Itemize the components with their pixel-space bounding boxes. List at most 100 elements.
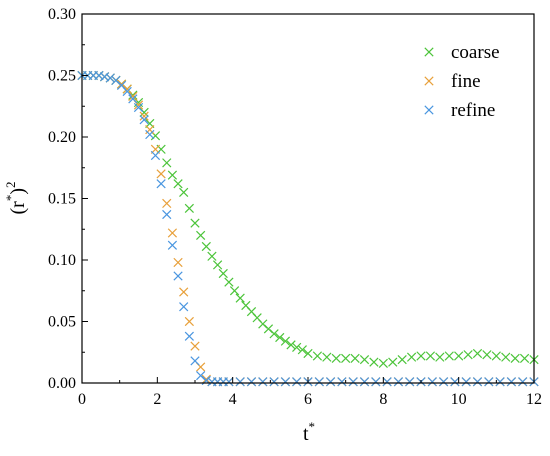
data-point-coarse bbox=[235, 293, 245, 303]
series-refine bbox=[77, 70, 539, 387]
data-point-fine bbox=[184, 316, 194, 327]
data-point-coarse bbox=[162, 158, 172, 168]
data-point-coarse bbox=[378, 358, 388, 368]
legend-label: fine bbox=[451, 71, 481, 92]
data-point-coarse bbox=[359, 355, 370, 365]
data-point-refine bbox=[139, 115, 149, 125]
y-axis: 0.00 0.05 0.10 0.15 0.20 0.25 0.30 bbox=[48, 6, 88, 392]
data-point-coarse bbox=[201, 241, 211, 252]
data-point-refine bbox=[405, 377, 415, 387]
data-point-coarse bbox=[519, 353, 530, 364]
legend-marker bbox=[424, 47, 434, 57]
data-point-refine bbox=[94, 70, 104, 81]
data-point-coarse bbox=[341, 353, 351, 364]
data-point-coarse bbox=[292, 342, 302, 352]
data-point-refine bbox=[145, 129, 155, 140]
data-point-refine bbox=[495, 377, 505, 387]
legend-label: refine bbox=[451, 100, 495, 121]
data-point-coarse bbox=[207, 251, 217, 261]
data-point-refine bbox=[472, 377, 483, 387]
x-tick-label: 12 bbox=[526, 391, 542, 408]
data-point-coarse bbox=[331, 353, 341, 364]
data-point-coarse bbox=[179, 187, 189, 197]
data-point-fine bbox=[156, 169, 166, 179]
data-point-refine bbox=[461, 377, 471, 387]
data-point-fine bbox=[179, 287, 189, 297]
data-point-coarse bbox=[388, 357, 398, 367]
data-point-coarse bbox=[224, 277, 234, 287]
data-point-coarse bbox=[322, 352, 332, 362]
data-point-fine bbox=[173, 257, 183, 268]
legend-item-refine: refine bbox=[424, 100, 495, 121]
data-point-coarse bbox=[491, 351, 501, 361]
y-tick-label: 0.30 bbox=[48, 6, 76, 23]
data-point-coarse bbox=[269, 329, 279, 339]
data-point-refine bbox=[382, 377, 392, 387]
x-tick-label: 8 bbox=[379, 391, 387, 408]
data-point-refine bbox=[337, 377, 347, 387]
data-point-refine bbox=[190, 356, 200, 366]
data-point-refine bbox=[258, 377, 268, 387]
data-point-coarse bbox=[190, 218, 200, 228]
y-tick-label: 0.00 bbox=[48, 375, 76, 392]
data-point-coarse bbox=[463, 350, 473, 360]
y-tick-label: 0.15 bbox=[48, 191, 76, 208]
data-point-coarse bbox=[444, 351, 454, 361]
data-point-refine bbox=[393, 377, 404, 387]
data-point-refine bbox=[348, 377, 358, 387]
data-point-fine bbox=[190, 341, 200, 351]
x-tick-label: 2 bbox=[153, 391, 161, 408]
data-point-refine bbox=[438, 377, 449, 387]
data-point-refine bbox=[292, 377, 302, 387]
data-point-refine bbox=[280, 377, 291, 387]
x-tick-label: 10 bbox=[451, 391, 467, 408]
data-point-coarse bbox=[312, 351, 323, 361]
legend-label: coarse bbox=[451, 42, 500, 63]
data-point-coarse bbox=[303, 348, 313, 359]
data-point-coarse bbox=[472, 348, 483, 359]
data-point-fine bbox=[201, 374, 211, 384]
data-point-fine bbox=[167, 228, 178, 238]
data-point-coarse bbox=[275, 332, 285, 343]
data-point-coarse bbox=[510, 353, 520, 364]
data-point-refine bbox=[314, 377, 324, 387]
data-point-refine bbox=[269, 377, 279, 387]
data-point-coarse bbox=[212, 260, 223, 270]
x-axis-label: t* bbox=[303, 419, 315, 445]
data-point-coarse bbox=[167, 170, 178, 180]
data-point-refine bbox=[99, 72, 110, 82]
data-point-coarse bbox=[350, 353, 360, 364]
data-point-coarse bbox=[482, 350, 492, 360]
y-tick-label: 0.05 bbox=[48, 314, 76, 331]
data-point-refine bbox=[359, 377, 370, 387]
data-point-coarse bbox=[280, 336, 291, 346]
data-point-coarse bbox=[196, 230, 206, 241]
data-point-coarse bbox=[297, 345, 307, 355]
data-point-coarse bbox=[218, 268, 228, 279]
data-point-coarse bbox=[229, 286, 240, 296]
x-tick-label: 0 bbox=[78, 391, 86, 408]
legend: coarse fine refine bbox=[424, 42, 500, 121]
legend-marker bbox=[424, 76, 434, 86]
legend-item-fine: fine bbox=[424, 71, 481, 92]
data-point-coarse bbox=[286, 340, 296, 350]
data-point-coarse bbox=[435, 352, 445, 362]
data-point-refine bbox=[105, 73, 115, 83]
data-point-refine bbox=[325, 377, 336, 387]
legend-item-coarse: coarse bbox=[424, 42, 500, 63]
data-point-refine bbox=[371, 377, 381, 387]
x-tick-label: 4 bbox=[229, 391, 237, 408]
data-point-coarse bbox=[397, 355, 407, 365]
data-point-refine bbox=[484, 377, 494, 387]
data-point-refine bbox=[167, 240, 178, 250]
data-point-coarse bbox=[369, 357, 379, 367]
data-point-coarse bbox=[454, 351, 464, 361]
data-point-refine bbox=[162, 209, 172, 220]
data-point-refine bbox=[518, 377, 528, 387]
data-point-coarse bbox=[173, 179, 183, 189]
data-point-coarse bbox=[184, 203, 194, 213]
data-point-refine bbox=[184, 331, 194, 341]
data-point-coarse bbox=[501, 352, 511, 362]
y-axis-label: (r*)2 bbox=[3, 182, 29, 215]
